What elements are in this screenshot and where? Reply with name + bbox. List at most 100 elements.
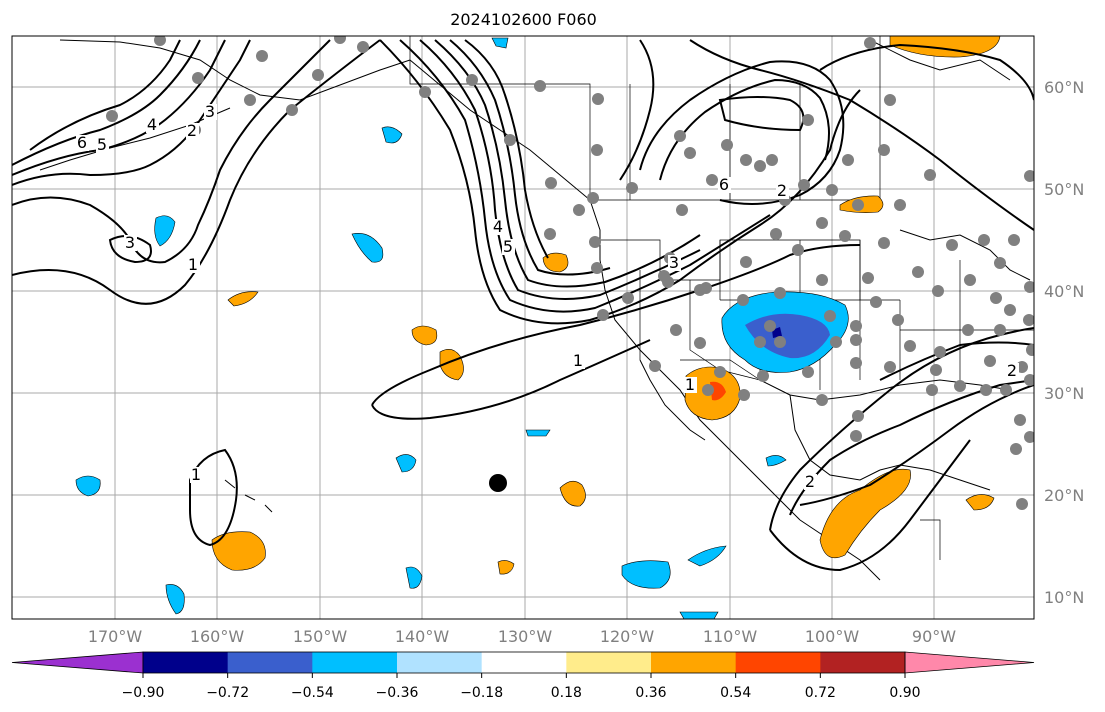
- station-dot: [842, 154, 854, 166]
- station-dot: [990, 292, 1002, 304]
- contour-north-5: [619, 39, 655, 181]
- station-dot: [312, 69, 324, 81]
- station-dot: [774, 287, 786, 299]
- station-dot: [286, 104, 298, 116]
- station-dot: [592, 93, 604, 105]
- contour-label: 4: [493, 217, 503, 236]
- station-dot: [466, 74, 478, 86]
- contour-label: 1: [188, 255, 198, 274]
- station-dot: [504, 134, 516, 146]
- pacific-positive-5: [542, 252, 569, 273]
- station-dot: [912, 266, 924, 278]
- contour-label: 2: [777, 181, 787, 200]
- station-dot: [1014, 414, 1026, 426]
- central-america-positive: [819, 468, 911, 559]
- colorbar-tick-label: 0.18: [551, 685, 582, 701]
- station-dot: [1000, 384, 1012, 396]
- contour-pacific-1: [12, 39, 381, 305]
- yucatan-coast: [879, 464, 991, 491]
- station-dot: [934, 346, 946, 358]
- contour-label: 4: [147, 115, 157, 134]
- station-dot: [622, 292, 634, 304]
- pacific-negative-3: [381, 126, 403, 144]
- contour-label: 1: [685, 375, 695, 394]
- contour-subtropical-return: [371, 339, 651, 420]
- pacific-positive-2: [559, 480, 586, 507]
- contour-gulf-3: [799, 384, 1034, 506]
- station-dot: [1024, 170, 1034, 182]
- station-dot: [852, 410, 864, 422]
- station-dot: [962, 324, 974, 336]
- station-dot: [878, 144, 890, 156]
- station-dot: [106, 110, 118, 122]
- station-dot: [892, 314, 904, 326]
- station-dot: [1024, 374, 1034, 386]
- station-dot: [419, 86, 431, 98]
- contour-gulf-1: [769, 327, 1034, 531]
- station-dot: [850, 320, 862, 332]
- colorbar-tick-label: 0.90: [889, 685, 920, 701]
- station-dot: [894, 199, 906, 211]
- station-dot: [591, 144, 603, 156]
- contour-label: 3: [669, 253, 679, 272]
- graticule: [12, 36, 1034, 619]
- contour-pacific-5: [12, 39, 201, 166]
- station-dot: [946, 239, 958, 251]
- station-dot: [597, 309, 609, 321]
- station-dot: [884, 94, 896, 106]
- pacific-negative-13: [491, 37, 509, 49]
- station-dot: [740, 256, 752, 268]
- station-dot: [964, 274, 976, 286]
- station-dot: [978, 234, 990, 246]
- longitude-labels: 170°W 160°W 150°W 140°W 130°W 120°W 110°W 100°W…: [88, 627, 956, 646]
- lon-label: 100°W: [805, 627, 860, 646]
- lat-label: 30°N: [1044, 384, 1084, 403]
- contour-label: 3: [125, 233, 135, 252]
- station-dot: [830, 336, 842, 348]
- contour-label: 1: [191, 465, 201, 484]
- contour-label: 2: [187, 121, 197, 140]
- station-dot: [573, 204, 585, 216]
- colorbar-segment: [312, 652, 398, 673]
- pacific-negative-1: [154, 215, 176, 247]
- contour-label: 5: [503, 237, 513, 256]
- station-dot: [839, 230, 851, 242]
- contour-label: 6: [77, 133, 87, 152]
- lat-label: 10°N: [1044, 588, 1084, 607]
- station-dot: [980, 384, 992, 396]
- lon-label: 90°W: [912, 627, 956, 646]
- station-dot: [706, 174, 718, 186]
- colorbar: [11, 651, 1035, 674]
- station-dot: [766, 154, 778, 166]
- pacific-positive-7: [497, 560, 515, 575]
- station-dot: [754, 336, 766, 348]
- station-dot: [534, 80, 546, 92]
- mexico-core-area: [710, 381, 726, 401]
- contour-east-1: [879, 341, 1034, 381]
- contour-gulf-4: [769, 439, 971, 572]
- station-dot: [826, 184, 838, 196]
- gulf-coast: [759, 379, 1011, 401]
- contour-pacific-6: [29, 39, 181, 151]
- pacific-negative-9: [687, 545, 727, 567]
- contour-label-bg: [776, 183, 789, 199]
- latitude-labels: 60°N 50°N 40°N 30°N 20°N 10°N: [1044, 78, 1084, 607]
- colorbar-segment: [227, 652, 313, 673]
- contour-west-1: [379, 39, 861, 325]
- station-dot: [1024, 431, 1034, 443]
- station-dot: [694, 337, 706, 349]
- station-dot: [852, 199, 864, 211]
- contour-north-4: [819, 43, 1034, 101]
- storm-center-marker: [489, 474, 507, 492]
- lat-label: 50°N: [1044, 180, 1084, 199]
- hudson-positive: [889, 36, 1001, 58]
- colorbar-tick-label: −0.18: [460, 685, 503, 701]
- lat-label: 60°N: [1044, 78, 1084, 97]
- station-dot: [770, 228, 782, 240]
- station-dot: [1024, 281, 1034, 293]
- colorbar-tick-label: −0.72: [206, 685, 249, 701]
- station-dot: [862, 272, 874, 284]
- station-dot: [994, 324, 1006, 336]
- contour-label-bg: [492, 219, 505, 235]
